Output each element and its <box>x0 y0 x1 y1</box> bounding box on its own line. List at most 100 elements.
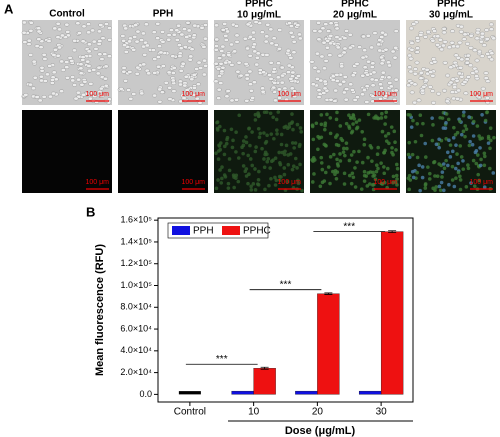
cell <box>383 115 388 119</box>
cell <box>365 33 371 38</box>
cell <box>52 26 58 31</box>
cell <box>238 73 244 78</box>
cell <box>485 110 489 114</box>
cell <box>86 64 92 68</box>
cell <box>458 178 463 182</box>
cell <box>248 143 252 148</box>
cell <box>412 71 418 76</box>
cell <box>296 178 300 183</box>
cell <box>369 77 375 82</box>
cell <box>248 88 254 93</box>
cell <box>75 90 81 95</box>
cell <box>477 49 482 54</box>
cell <box>373 177 378 182</box>
cell <box>195 82 201 87</box>
cell <box>385 91 391 96</box>
cell <box>229 63 235 67</box>
cell <box>134 39 140 44</box>
cell <box>489 51 495 56</box>
cell <box>64 22 70 27</box>
cell <box>362 137 367 142</box>
cell <box>183 74 189 79</box>
cell <box>316 95 322 99</box>
cell <box>362 48 368 53</box>
cell <box>344 87 350 91</box>
cell <box>107 38 113 42</box>
cell <box>95 71 101 76</box>
cell <box>64 60 70 64</box>
cell <box>182 45 188 49</box>
cell <box>437 137 441 142</box>
cell <box>31 86 36 91</box>
cell <box>380 75 385 79</box>
cell <box>230 145 235 150</box>
cell <box>91 68 97 72</box>
cell <box>59 59 65 64</box>
cell <box>458 29 464 34</box>
cell <box>482 163 487 168</box>
cell <box>263 187 267 192</box>
brightfield-image <box>117 20 209 105</box>
cell <box>474 74 479 79</box>
cell <box>102 52 108 56</box>
cell <box>275 75 281 80</box>
cell <box>244 135 248 139</box>
cell <box>413 139 418 144</box>
cell <box>328 116 333 120</box>
cell <box>203 36 208 41</box>
cell <box>82 79 88 84</box>
cell <box>492 135 496 140</box>
cell <box>184 35 190 39</box>
cell <box>423 35 428 39</box>
cell <box>385 166 390 171</box>
cell <box>461 167 466 171</box>
cell <box>452 125 456 130</box>
cell <box>128 36 133 41</box>
cell <box>86 30 91 35</box>
cell <box>289 86 295 91</box>
cell <box>254 145 258 149</box>
cell <box>408 56 414 61</box>
column-header: 20 μg/mL <box>333 10 377 21</box>
cell <box>232 49 238 54</box>
cell <box>349 181 354 186</box>
cell <box>475 153 480 157</box>
cell <box>328 131 333 136</box>
cell <box>481 43 487 48</box>
cell <box>290 112 294 116</box>
cell <box>241 164 246 168</box>
cell <box>178 69 184 73</box>
cell <box>221 53 227 58</box>
cell <box>222 128 227 133</box>
cell <box>274 117 279 122</box>
cell <box>151 48 156 52</box>
cell <box>152 71 158 75</box>
cell <box>171 89 177 93</box>
cell <box>415 122 420 126</box>
cell <box>328 181 332 186</box>
cell <box>203 64 209 68</box>
cell <box>65 76 70 80</box>
cell <box>85 59 91 64</box>
cell <box>189 77 195 82</box>
cell <box>134 72 140 76</box>
cell <box>462 110 466 114</box>
cell <box>444 136 448 141</box>
legend-label: PPHC <box>243 226 271 237</box>
cell <box>334 176 339 181</box>
cell <box>377 48 383 53</box>
cell <box>311 180 315 184</box>
cell <box>166 70 172 75</box>
cell <box>382 180 387 185</box>
cell <box>216 96 222 100</box>
cell <box>96 42 102 46</box>
cell <box>57 45 62 50</box>
cell <box>423 183 428 187</box>
cell <box>247 54 253 58</box>
cell <box>323 170 328 175</box>
cell <box>423 141 428 146</box>
cell <box>234 130 238 135</box>
y-tick-label: 2.0×10⁴ <box>120 367 152 377</box>
cell <box>406 152 411 157</box>
cell <box>350 73 356 78</box>
